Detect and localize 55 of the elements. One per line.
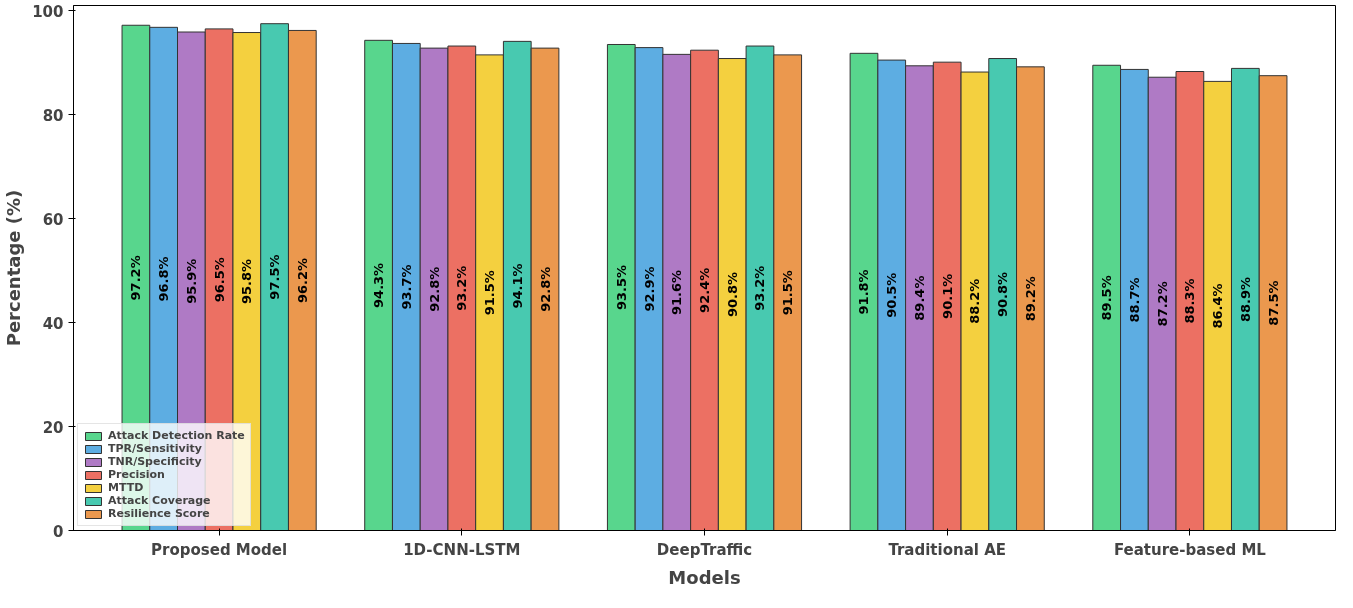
data-label: 91.6% [669, 269, 685, 315]
y-tick-label: 60 [42, 210, 64, 229]
data-label: 96.8% [156, 256, 172, 302]
data-label: 96.2% [294, 257, 310, 304]
x-tick-label: Traditional AE [888, 540, 1007, 559]
legend-label: TPR/Sensitivity [108, 442, 202, 455]
data-label: 97.2% [128, 255, 144, 301]
y-tick-label: 20 [42, 418, 64, 437]
data-label: 92.8% [426, 266, 442, 312]
legend-label: Resilience Score [108, 507, 210, 520]
data-label: 88.9% [1237, 276, 1253, 322]
legend-label: Attack Detection Rate [108, 429, 245, 442]
legend-label: Attack Coverage [108, 494, 211, 507]
data-label: 89.2% [1022, 276, 1038, 322]
data-label: 94.3% [371, 262, 387, 308]
legend-label: Precision [108, 468, 165, 481]
y-tick-label: 100 [32, 2, 64, 21]
data-label: 97.5% [267, 254, 283, 300]
data-label: 90.8% [724, 271, 740, 318]
data-label: 89.5% [1099, 275, 1115, 321]
data-label: 93.2% [454, 265, 470, 311]
data-label: 92.4% [697, 267, 712, 313]
y-axis-title: Percentage (%) [3, 189, 25, 347]
data-label: 93.5% [613, 264, 629, 311]
data-label: 88.2% [967, 278, 983, 324]
data-label: 92.8% [537, 266, 553, 312]
data-label: 95.8% [239, 258, 255, 305]
x-axis-title: Models [668, 566, 741, 588]
y-tick-label: 40 [42, 314, 64, 333]
data-label: 95.9% [183, 258, 199, 304]
data-label: 90.8% [995, 271, 1011, 318]
data-label: 87.5% [1265, 280, 1281, 326]
x-tick-label: DeepTraffic [656, 540, 753, 559]
data-label: 90.1% [939, 273, 955, 319]
x-tick-label: 1D-CNN-LSTM [403, 540, 521, 559]
data-label: 93.7% [398, 264, 414, 310]
data-label: 91.8% [856, 269, 872, 315]
x-tick-label: Feature-based ML [1113, 540, 1267, 559]
data-label: 93.2% [752, 265, 768, 311]
y-tick-label: 80 [42, 106, 64, 125]
data-label: 91.5% [482, 270, 498, 316]
data-label: 94.1% [509, 263, 525, 309]
data-label: 92.9% [641, 266, 657, 312]
legend-label: MTTD [108, 481, 144, 494]
data-label: 90.5% [884, 272, 900, 318]
legend-label: TNR/Specificity [108, 455, 202, 468]
data-label: 87.2% [1154, 281, 1170, 327]
data-label: 88.7% [1126, 277, 1142, 323]
data-label: 88.3% [1182, 278, 1198, 324]
x-tick-label: Proposed Model [151, 540, 288, 559]
data-label: 96.5% [211, 257, 227, 303]
y-tick-label: 0 [53, 522, 64, 541]
data-label: 89.4% [911, 275, 927, 321]
data-label: 86.4% [1210, 283, 1226, 329]
data-label: 91.5% [780, 270, 796, 316]
